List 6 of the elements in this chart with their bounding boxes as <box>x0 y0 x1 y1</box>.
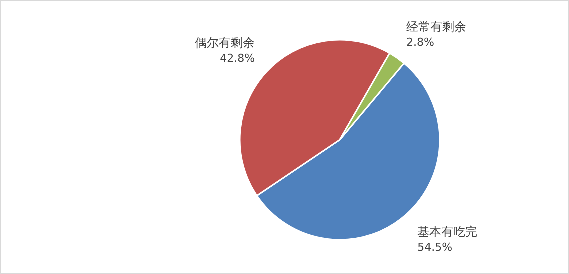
data-label: 2.8% <box>406 36 434 49</box>
slice-label: 偶尔有剩余 <box>195 36 256 50</box>
data-label: 54.5% <box>418 241 453 254</box>
data-label: 42.8% <box>220 52 256 65</box>
slice-label: 基本有吃完 <box>418 225 478 240</box>
slice-label: 经常有剩余 <box>406 20 466 34</box>
